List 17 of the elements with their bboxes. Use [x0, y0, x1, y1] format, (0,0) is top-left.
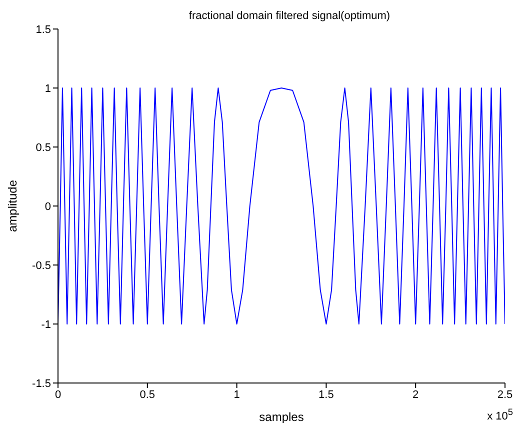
y-tick-label: 0	[44, 200, 51, 213]
x-tick-label: 1	[234, 388, 240, 401]
y-axis-title: amplitude	[5, 180, 20, 232]
x-tick-label: 0	[54, 388, 62, 401]
chart-title: fractional domain filtered signal(optimum)	[188, 10, 392, 22]
x-tick-label: 0.5	[140, 388, 156, 401]
x-tick-label: 2.5	[497, 388, 513, 401]
y-tick-label: 1	[44, 82, 51, 95]
y-tick-label: 1.5	[36, 24, 51, 36]
y-tick-label: -0.5	[32, 260, 51, 272]
y-tick-label: 0.5	[36, 142, 51, 154]
line-series	[58, 88, 505, 324]
x-tick-label: 1.5	[318, 388, 334, 401]
x-tick-label: 2	[412, 388, 419, 401]
y-tick-label: -1.5	[32, 378, 51, 390]
y-tick-label: -1	[41, 318, 51, 331]
text: x 10$^{5}$	[487, 407, 513, 423]
